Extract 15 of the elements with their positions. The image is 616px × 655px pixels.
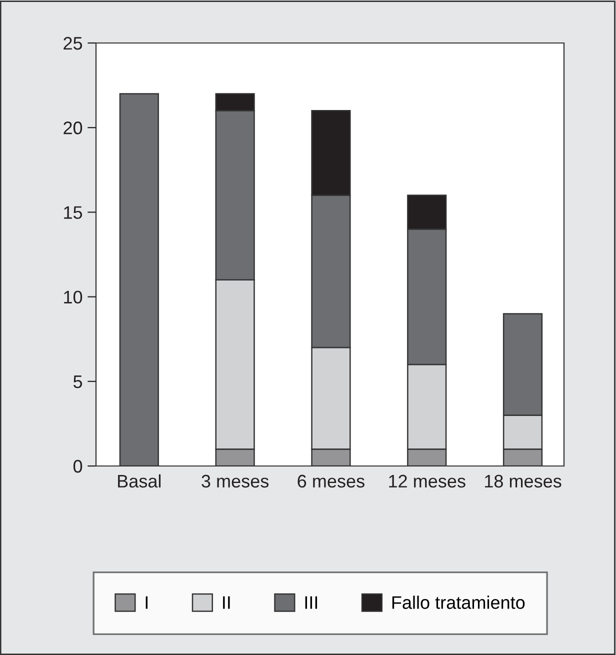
legend-label: II: [223, 596, 230, 609]
y-tick-label: 5: [73, 376, 82, 388]
y-tick-label: 20: [64, 122, 82, 134]
x-tick-label: Basal: [118, 474, 161, 488]
y-tick-label: 25: [64, 36, 82, 50]
y-tick-label: 10: [64, 290, 82, 304]
x-tick-label: 12 meses: [389, 474, 466, 488]
legend-label: I: [146, 596, 148, 609]
y-tick-label: 0: [73, 460, 82, 473]
y-tick-label: 15: [64, 206, 82, 219]
x-tick-label: 18 meses: [485, 474, 562, 488]
x-tick-label: 6 meses: [298, 474, 364, 488]
legend-label: Fallo tratamiento: [392, 596, 525, 609]
x-tick-label: 3 meses: [202, 474, 269, 488]
legend-label: III: [305, 596, 318, 609]
